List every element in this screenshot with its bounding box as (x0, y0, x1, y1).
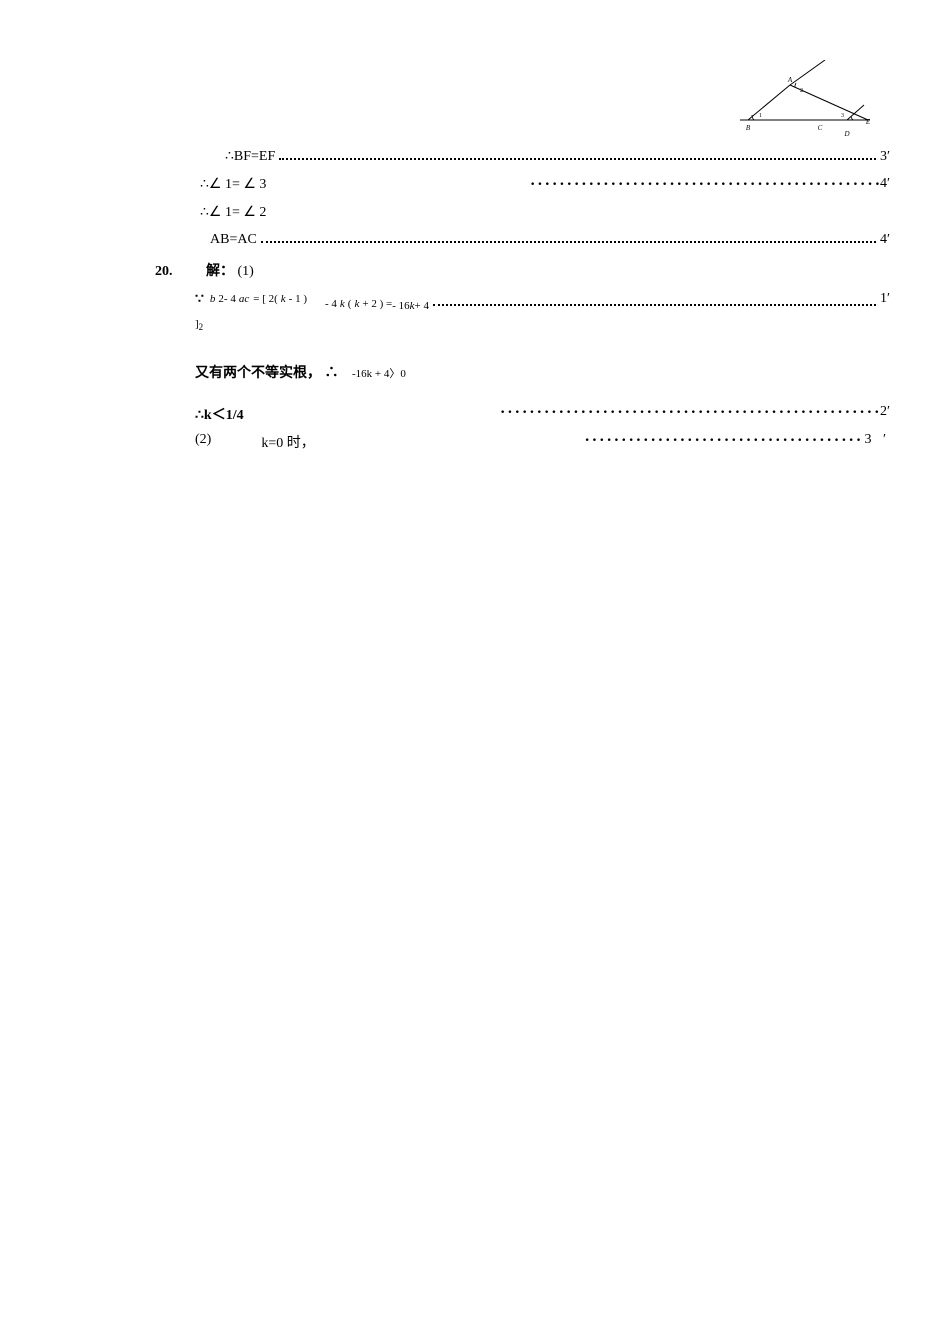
part2-score: 3 ′ (864, 432, 890, 454)
formula-p2: + 2 ) = (362, 298, 392, 310)
part1-label: (1) (238, 264, 254, 279)
line2-score: 4′ (880, 176, 890, 198)
formula-m4k: - 4 (325, 298, 337, 310)
part2-label: (2) (195, 432, 211, 454)
label-e: E (865, 118, 870, 126)
line3-text: ∴∠ 1= ∠ 2 (200, 205, 266, 220)
dots (261, 233, 876, 243)
formula-m16: - 16 (392, 300, 409, 312)
because-symbol: ∵ (195, 291, 204, 308)
angle-3: 3 (841, 113, 844, 119)
formula-paren: ( (348, 298, 352, 310)
angle-1: 1 (759, 113, 762, 119)
geometry-diagram: A B C D E 1 2 3 (740, 60, 870, 145)
angle-2: 2 (800, 88, 803, 94)
dots-heavy (500, 404, 880, 426)
dots-heavy (584, 432, 864, 454)
k0-text: k=0 时， (261, 432, 314, 454)
solution-text: ∴BF=EF 3′ ∴∠ 1= ∠ 3 4′ ∴∠ 1= ∠ 2 AB=AC 4… (90, 148, 890, 460)
line4-text: AB=AC (210, 232, 257, 248)
solution-label: 解： (206, 264, 234, 279)
formula-k3: k (354, 298, 359, 310)
formula-b: b (210, 293, 216, 305)
label-b: B (746, 124, 751, 132)
formula-minus4: - 4 (224, 293, 236, 305)
label-d: D (843, 130, 849, 138)
formula-score: 1′ (880, 291, 890, 307)
label-c: C (818, 124, 823, 132)
formula-eq: = [ 2( (253, 293, 278, 305)
formula-ac: ac (239, 293, 249, 305)
roots-expr: -16k + 4〉0 (352, 368, 406, 380)
roots-text: 又有两个不等实根， ∴ (195, 366, 339, 381)
formula-k2: k (340, 298, 345, 310)
line1-score: 3′ (880, 149, 890, 165)
dots-heavy (530, 176, 880, 198)
question-number: 20. (155, 264, 173, 279)
k-condition: ∴k＜1/4 (195, 404, 244, 426)
bracket-sub: 2 (199, 322, 204, 332)
line2-text: ∴∠ 1= ∠ 3 (200, 176, 266, 198)
dots (279, 150, 876, 160)
formula-m1: - 1 ) (289, 293, 307, 305)
label-a: A (787, 76, 793, 84)
formula-k1: k (281, 293, 286, 305)
dots (433, 296, 876, 306)
line1-text: ∴BF=EF (225, 148, 275, 165)
line4-score: 4′ (880, 232, 890, 248)
formula-p4: + 4 (415, 300, 429, 312)
k-score: 2′ (880, 404, 890, 426)
